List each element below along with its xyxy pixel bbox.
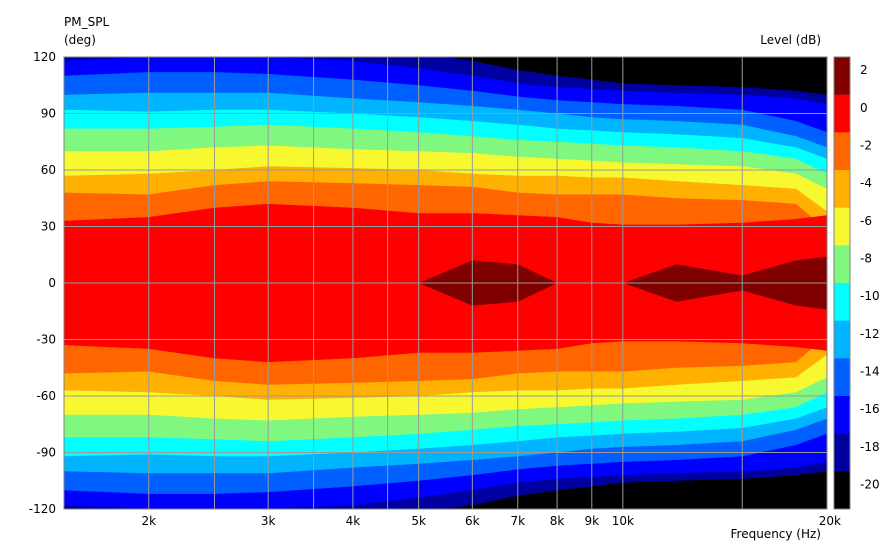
colorbar-tick-label: -2: [860, 139, 872, 153]
colorbar-tick-label: 0: [860, 101, 868, 115]
x-tick-label: 5k: [411, 514, 426, 528]
y-tick-label: -60: [36, 389, 56, 403]
colorbar-swatch: [834, 57, 850, 96]
y-tick-label: -120: [29, 502, 56, 516]
plot-frame: [63, 56, 828, 510]
colorbar-tick-label: -12: [860, 327, 880, 341]
colorbar-swatch: [834, 207, 850, 246]
y-axis-label: (deg): [64, 33, 96, 47]
colorbar-swatch: [834, 320, 850, 359]
x-tick-label: 4k: [346, 514, 361, 528]
x-axis-ticks: 2k 3k 4k 5k 6k 7k 8k 9k 10k 20k: [141, 514, 841, 528]
y-tick-label: 90: [41, 107, 56, 121]
colorbar-tick-label: -4: [860, 176, 872, 190]
colorbar-swatch: [834, 471, 850, 510]
x-tick-label: 9k: [584, 514, 599, 528]
y-tick-label: 120: [33, 50, 56, 64]
x-tick-label: 3k: [261, 514, 276, 528]
colorbar-swatch: [834, 396, 850, 435]
y-tick-label: 30: [41, 220, 56, 234]
colorbar-swatch: [834, 358, 850, 397]
x-tick-label: 2k: [141, 514, 156, 528]
x-tick-label: 6k: [465, 514, 480, 528]
chart-title: PM_SPL: [64, 15, 109, 29]
colorbar: 2 0 -2 -4 -6 -8 -10 -12 -14 -16 -18 -20: [833, 56, 880, 510]
x-tick-label: 20k: [819, 514, 841, 528]
y-tick-label: -30: [36, 333, 56, 347]
y-axis-ticks: 120 90 60 30 0 -30 -60 -90 -120: [29, 50, 56, 516]
x-tick-label: 7k: [510, 514, 525, 528]
x-axis-label: Frequency (Hz): [731, 527, 822, 541]
colorbar-swatch: [834, 283, 850, 322]
colorbar-swatch: [834, 170, 850, 209]
colorbar-frame: [833, 56, 851, 510]
colorbar-swatch: [834, 245, 850, 284]
colorbar-swatch: [834, 132, 850, 171]
colorbar-tick-label: -6: [860, 214, 872, 228]
colorbar-tick-label: 2: [860, 63, 868, 77]
colorbar-swatch: [834, 433, 850, 472]
y-tick-label: -90: [36, 446, 56, 460]
colorbar-label: Level (dB): [760, 33, 821, 47]
colorbar-tick-label: -16: [860, 402, 880, 416]
y-tick-label: 60: [41, 163, 56, 177]
y-tick-label: 0: [48, 276, 56, 290]
colorbar-tick-label: -20: [860, 478, 880, 492]
colorbar-tick-label: -14: [860, 365, 880, 379]
colorbar-tick-label: -18: [860, 440, 880, 454]
colorbar-tick-label: -8: [860, 252, 872, 266]
x-tick-label: 10k: [612, 514, 634, 528]
colorbar-swatch: [834, 94, 850, 133]
colorbar-tick-label: -10: [860, 289, 880, 303]
x-tick-label: 8k: [550, 514, 565, 528]
